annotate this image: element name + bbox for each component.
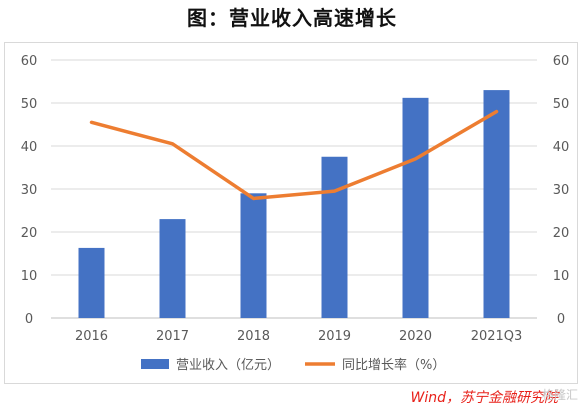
y-tick-label: 10	[21, 269, 38, 284]
y-tick-label: 30	[21, 183, 38, 198]
y-tick-label: 50	[21, 97, 38, 112]
watermark-text: 格隆汇	[541, 388, 578, 402]
bar	[402, 97, 429, 318]
y2-tick-label: 60	[553, 54, 570, 69]
x-tick-label: 2018	[237, 329, 270, 344]
x-tick-label: 2021Q3	[471, 329, 523, 344]
y2-tick-label: 10	[553, 269, 570, 284]
combo-chart: 0 10 20 30 40 50 60 0 10 20 30 40 50 60 2016 2017 2018 20…	[21, 54, 570, 373]
chart-frame: 0 10 20 30 40 50 60 0 10 20 30 40 50 60 2016 2017 2018 20…	[4, 42, 578, 384]
bar	[78, 247, 105, 318]
x-tick-label: 2019	[318, 329, 351, 344]
legend-label-bar: 营业收入（亿元）	[176, 358, 280, 373]
legend-label-line: 同比增长率（%）	[342, 357, 445, 373]
legend-swatch-bar	[141, 359, 169, 369]
y-tick-label: 20	[21, 226, 38, 241]
x-tick-label: 2020	[399, 329, 432, 344]
line-series	[89, 109, 499, 201]
y2-tick-label: 50	[553, 97, 570, 112]
y2-tick-label: 20	[553, 226, 570, 241]
y-tick-label: 40	[21, 140, 38, 155]
bar	[483, 90, 510, 318]
y-tick-label: 60	[21, 54, 38, 69]
y2-tick-label: 40	[553, 140, 570, 155]
x-tick-label: 2016	[75, 329, 108, 344]
source-note: Wind，苏宁金融研究院	[410, 390, 559, 406]
x-tick-label: 2017	[156, 329, 189, 344]
bar	[321, 156, 348, 318]
bar	[159, 219, 186, 318]
bar	[240, 193, 267, 318]
y-tick-label: 0	[25, 312, 33, 327]
y2-tick-label: 30	[553, 183, 570, 198]
chart-title: 图：营业收入高速增长	[187, 6, 397, 30]
y2-tick-label: 0	[557, 312, 565, 327]
